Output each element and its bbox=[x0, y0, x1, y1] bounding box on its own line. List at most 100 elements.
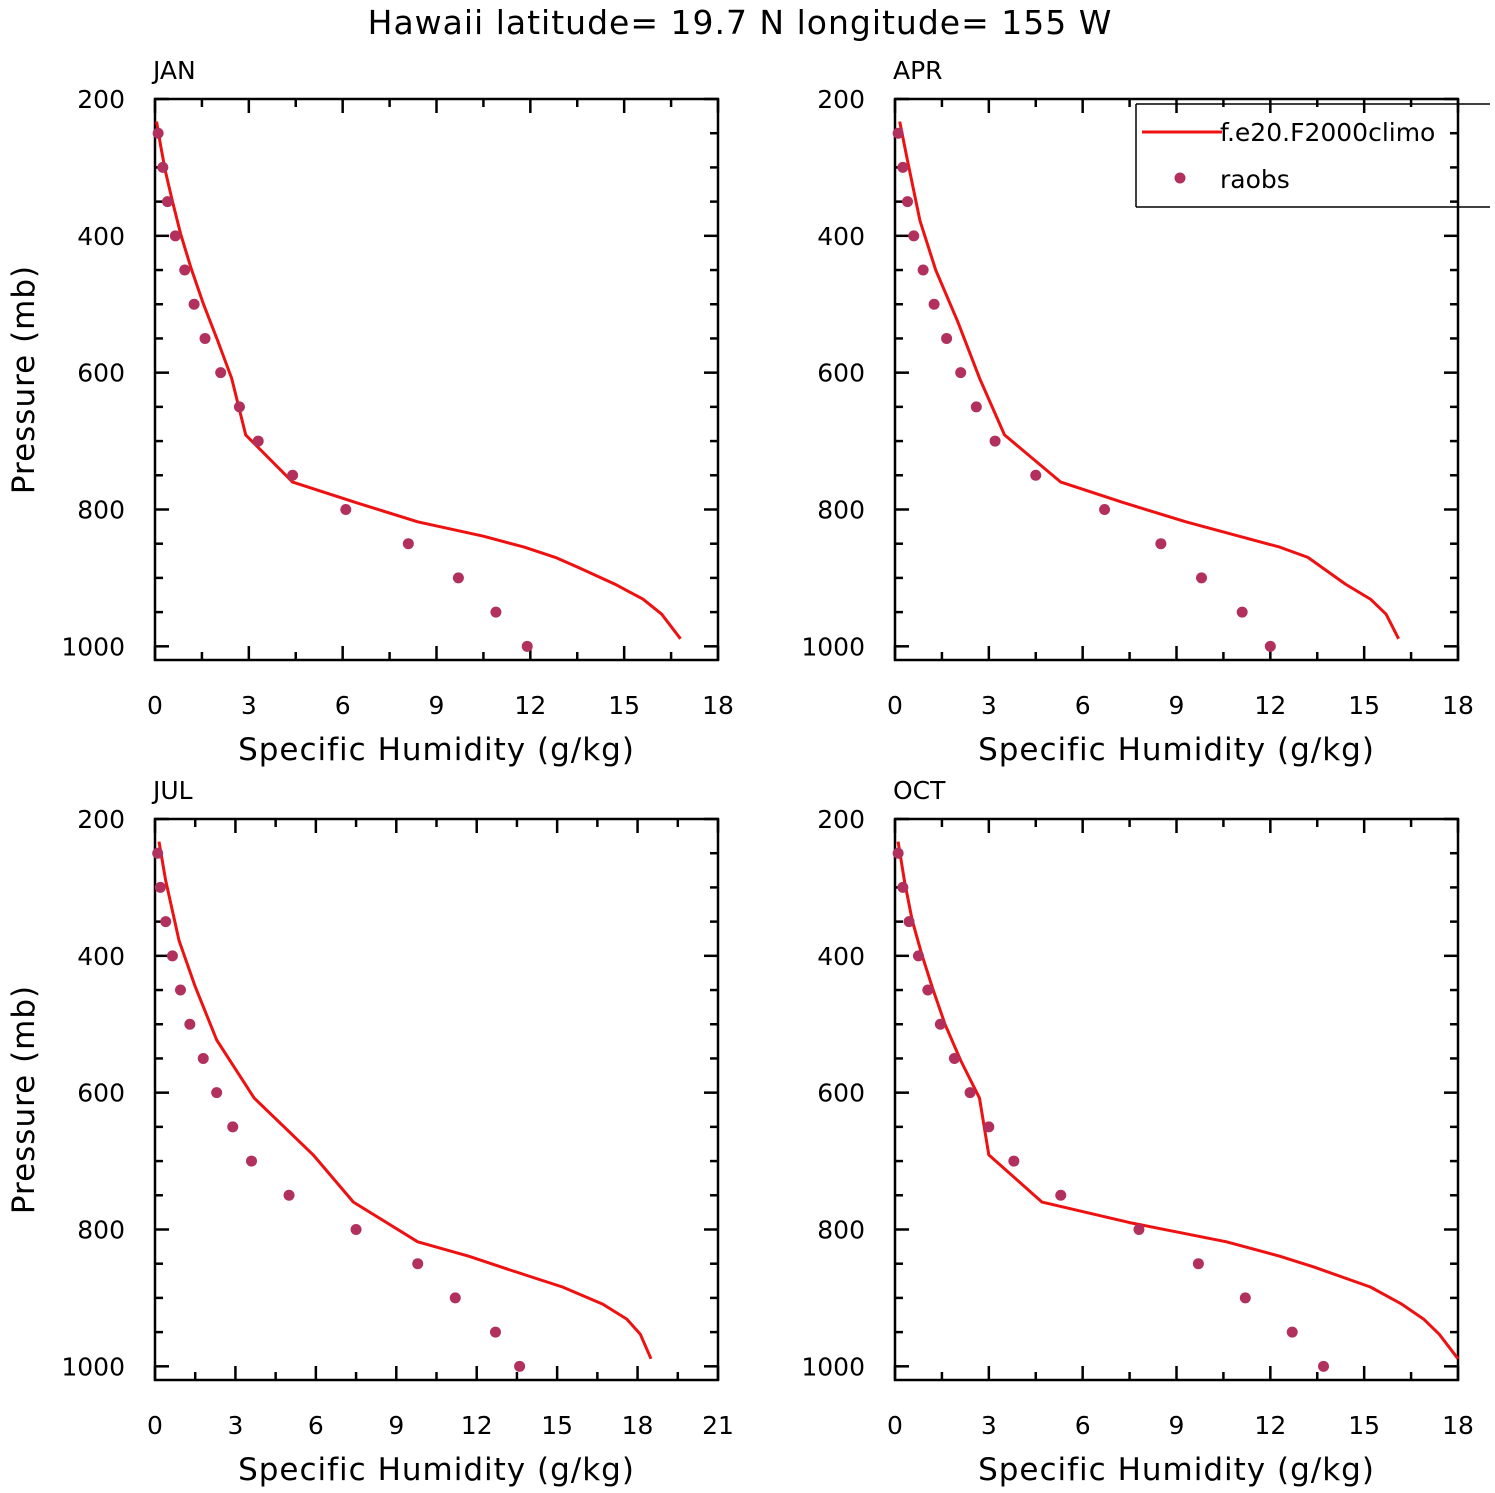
x-tick-label: 12 bbox=[461, 1411, 493, 1440]
obs-point bbox=[179, 264, 191, 276]
y-tick-label: 800 bbox=[817, 495, 865, 524]
y-axis-label: Pressure (mb) bbox=[6, 985, 42, 1214]
obs-point bbox=[246, 1155, 258, 1167]
obs-point bbox=[1239, 1292, 1251, 1304]
y-tick-label: 600 bbox=[817, 1079, 865, 1108]
obs-point bbox=[184, 1018, 196, 1030]
legend-marker-swatch bbox=[1174, 172, 1186, 184]
y-tick-label: 200 bbox=[817, 85, 865, 114]
x-tick-label: 12 bbox=[514, 691, 546, 720]
x-tick-label: 6 bbox=[335, 691, 351, 720]
obs-point bbox=[449, 1292, 461, 1304]
x-tick-label: 15 bbox=[541, 1411, 573, 1440]
x-tick-label: 15 bbox=[608, 691, 640, 720]
obs-point bbox=[154, 881, 166, 893]
series-line-model bbox=[157, 841, 653, 1360]
x-tick-label: 6 bbox=[308, 1411, 324, 1440]
x-axis-label: Specific Humidity (g/kg) bbox=[978, 732, 1375, 768]
obs-point bbox=[287, 469, 299, 481]
obs-point bbox=[402, 538, 414, 550]
obs-point bbox=[989, 435, 1001, 447]
series-line-model bbox=[898, 121, 1400, 640]
y-tick-label: 600 bbox=[817, 359, 865, 388]
y-tick-label: 600 bbox=[77, 1079, 125, 1108]
obs-point bbox=[948, 1052, 960, 1064]
obs-point bbox=[917, 264, 929, 276]
panel-title: JUL bbox=[151, 776, 193, 805]
x-axis-label: Specific Humidity (g/kg) bbox=[978, 1452, 1375, 1488]
x-tick-label: 3 bbox=[981, 691, 997, 720]
x-tick-label: 21 bbox=[702, 1411, 734, 1440]
obs-point bbox=[1055, 1189, 1067, 1201]
x-tick-label: 0 bbox=[147, 1411, 163, 1440]
y-tick-label: 1000 bbox=[801, 632, 865, 661]
obs-point bbox=[521, 640, 533, 652]
y-tick-label: 800 bbox=[77, 495, 125, 524]
chart-panel-jan: JAN 0 3 6 9 12 15 18 200 400 600 800 1000 Specific Hu… bbox=[6, 56, 734, 768]
obs-point bbox=[188, 298, 200, 310]
x-tick-label: 18 bbox=[1442, 691, 1474, 720]
x-tick-label: 15 bbox=[1348, 691, 1380, 720]
obs-point bbox=[892, 847, 904, 859]
obs-point bbox=[912, 950, 924, 962]
obs-point bbox=[1133, 1223, 1145, 1235]
obs-point bbox=[160, 916, 172, 928]
obs-point bbox=[1196, 572, 1208, 584]
obs-point bbox=[152, 127, 164, 139]
x-tick-label: 18 bbox=[1442, 1411, 1474, 1440]
x-tick-label: 0 bbox=[887, 1411, 903, 1440]
obs-point bbox=[1192, 1258, 1204, 1270]
chart-panel-oct: OCT 0 3 6 9 12 15 18 200 400 600 800 1000 Specific Hu… bbox=[801, 776, 1474, 1488]
obs-point bbox=[166, 950, 178, 962]
obs-point bbox=[452, 572, 464, 584]
legend-label-obs: raobs bbox=[1220, 165, 1290, 194]
y-axis-label: Pressure (mb) bbox=[6, 265, 42, 494]
x-tick-label: 6 bbox=[1075, 691, 1091, 720]
y-tick-label: 600 bbox=[77, 359, 125, 388]
obs-point bbox=[1318, 1360, 1330, 1372]
series-line-model bbox=[896, 841, 1460, 1360]
obs-point bbox=[964, 1087, 976, 1099]
figure-title: Hawaii latitude= 19.7 N longitude= 155 W bbox=[368, 3, 1113, 42]
obs-point bbox=[350, 1223, 362, 1235]
y-tick-label: 200 bbox=[817, 805, 865, 834]
plot-frame bbox=[153, 817, 720, 1382]
y-tick-label: 400 bbox=[817, 942, 865, 971]
obs-point bbox=[1286, 1326, 1298, 1338]
chart-panel-apr: APR 0 3 6 9 12 15 18 200 400 600 800 1000 Specific Hu… bbox=[801, 56, 1474, 768]
x-tick-label: 12 bbox=[1254, 691, 1286, 720]
obs-point bbox=[199, 332, 211, 344]
obs-point bbox=[157, 161, 169, 173]
legend: f.e20.F2000climo raobs bbox=[1135, 103, 1490, 208]
obs-point bbox=[1264, 640, 1276, 652]
obs-point bbox=[1030, 469, 1042, 481]
series-line-model bbox=[155, 121, 682, 640]
obs-point bbox=[922, 984, 934, 996]
y-tick-label: 200 bbox=[77, 805, 125, 834]
obs-point bbox=[983, 1121, 995, 1133]
plot-frame bbox=[153, 97, 720, 662]
x-tick-label: 0 bbox=[147, 691, 163, 720]
obs-point bbox=[897, 161, 909, 173]
y-tick-label: 1000 bbox=[801, 1352, 865, 1381]
obs-point bbox=[1236, 606, 1248, 618]
obs-point bbox=[970, 401, 982, 413]
obs-point bbox=[340, 503, 352, 515]
x-tick-label: 3 bbox=[227, 1411, 243, 1440]
obs-point bbox=[169, 230, 181, 242]
obs-point bbox=[1008, 1155, 1020, 1167]
y-tick-label: 400 bbox=[77, 222, 125, 251]
x-tick-label: 18 bbox=[622, 1411, 654, 1440]
panel-title: APR bbox=[893, 56, 943, 85]
y-tick-label: 200 bbox=[77, 85, 125, 114]
obs-point bbox=[215, 367, 227, 379]
obs-point bbox=[252, 435, 264, 447]
obs-point bbox=[897, 881, 909, 893]
y-tick-label: 400 bbox=[817, 222, 865, 251]
obs-point bbox=[211, 1087, 223, 1099]
obs-point bbox=[174, 984, 186, 996]
obs-point bbox=[233, 401, 245, 413]
y-tick-label: 1000 bbox=[61, 632, 125, 661]
x-tick-label: 0 bbox=[887, 691, 903, 720]
